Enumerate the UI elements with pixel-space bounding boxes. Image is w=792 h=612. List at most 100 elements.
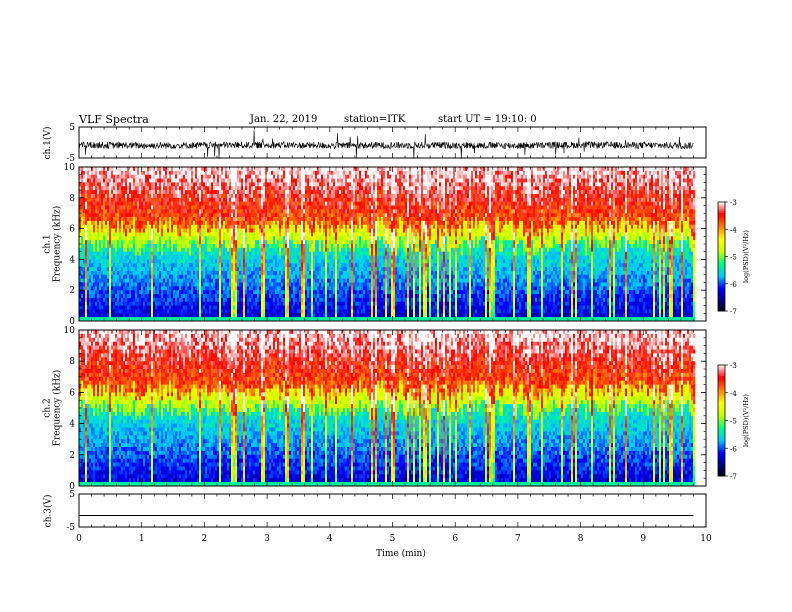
s1-cell: [211, 309, 213, 313]
s1-cell: [143, 190, 145, 194]
s1-cell: [177, 271, 179, 275]
s1-cell: [191, 283, 193, 287]
s1-cell: [237, 313, 239, 317]
s1-cell: [259, 206, 261, 210]
s1-cell: [175, 244, 177, 248]
s1-cell: [283, 175, 285, 179]
s1-cell: [131, 236, 133, 240]
s1-cell: [279, 229, 281, 233]
s1-cell: [119, 240, 121, 244]
s1-cell: [175, 309, 177, 313]
s1-cell: [293, 290, 295, 294]
s1-cell: [299, 202, 301, 206]
s1-cell: [279, 309, 281, 313]
s1-cell: [275, 229, 277, 233]
s1-cell: [225, 175, 227, 179]
s1-cell: [191, 186, 193, 190]
s1-cell: [321, 236, 323, 240]
s1-cell: [193, 248, 195, 252]
s1-cell: [207, 313, 209, 317]
s1-cell: [323, 275, 325, 279]
s1-cell: [197, 198, 199, 202]
s1-cell: [325, 175, 327, 179]
s1-cell: [141, 209, 143, 213]
s1-cell: [91, 248, 93, 252]
s1-cell: [229, 182, 231, 186]
s1-cell: [267, 302, 269, 306]
s1-cell: [193, 186, 195, 190]
s1-cell: [293, 240, 295, 244]
s1-cell: [305, 217, 307, 221]
s1-cell: [261, 221, 263, 225]
s1-cell: [143, 259, 145, 263]
s1-cell: [269, 209, 271, 213]
s1-cell: [125, 302, 127, 306]
s1-cell: [107, 267, 109, 271]
s1-cell: [131, 206, 133, 210]
s1-cell: [119, 229, 121, 233]
s1-cell: [189, 309, 191, 313]
s1-cell: [307, 240, 309, 244]
s1-cell: [173, 313, 175, 317]
s1-cell: [131, 213, 133, 217]
s1-cell: [93, 213, 95, 217]
s1-cell: [191, 198, 193, 202]
s1-cell: [239, 209, 241, 213]
s1-cell: [305, 298, 307, 302]
s1-cell: [303, 290, 305, 294]
s1-cell: [103, 256, 105, 260]
s1-cell: [297, 275, 299, 279]
s1-cell: [247, 167, 249, 171]
s1-cell: [141, 217, 143, 221]
s1-cell: [95, 252, 97, 256]
s1-cell: [87, 267, 89, 271]
s1-cell: [133, 275, 135, 279]
s1-cell: [159, 286, 161, 290]
s1-cell: [311, 286, 313, 290]
s1-cell: [139, 229, 141, 233]
s1-cell: [305, 198, 307, 202]
s1-cell: [271, 240, 273, 244]
s1-cell: [175, 252, 177, 256]
s1-cell: [261, 171, 263, 175]
s1-cell: [167, 202, 169, 206]
s1-cell: [275, 286, 277, 290]
s1-cell: [123, 283, 125, 287]
s1-cell: [323, 229, 325, 233]
s1-cell: [305, 206, 307, 210]
s1-cell: [257, 175, 259, 179]
s1-cell: [183, 267, 185, 271]
s1-cell: [261, 209, 263, 213]
s1-cell: [159, 182, 161, 186]
s1-cell: [295, 206, 297, 210]
s1-cell: [193, 225, 195, 229]
s1-cell: [317, 171, 319, 175]
s1-cell: [115, 175, 117, 179]
s1-cell: [289, 263, 291, 267]
s1-cell: [277, 313, 279, 317]
s1-cell: [289, 225, 291, 229]
s1-cell: [89, 279, 91, 283]
s1-cell: [257, 221, 259, 225]
s1-cell: [259, 252, 261, 256]
s1-cell: [93, 283, 95, 287]
s1-cell: [249, 252, 251, 256]
s1-cell: [225, 244, 227, 248]
s1-cell: [95, 182, 97, 186]
s1-cell: [247, 302, 249, 306]
s1-cell: [197, 275, 199, 279]
s1-cell: [323, 171, 325, 175]
s1-cell: [105, 279, 107, 283]
s1-cell: [277, 179, 279, 183]
s1-cell: [229, 240, 231, 244]
s1-cell: [99, 263, 101, 267]
s1-cell: [309, 294, 311, 298]
s1-cell: [165, 206, 167, 210]
s1-cell: [125, 167, 127, 171]
s1-cell: [139, 244, 141, 248]
s1-cell: [141, 240, 143, 244]
s1-cell: [327, 298, 329, 302]
s1-cell: [223, 221, 225, 225]
s1-cell: [123, 256, 125, 260]
s1-cell: [263, 290, 265, 294]
